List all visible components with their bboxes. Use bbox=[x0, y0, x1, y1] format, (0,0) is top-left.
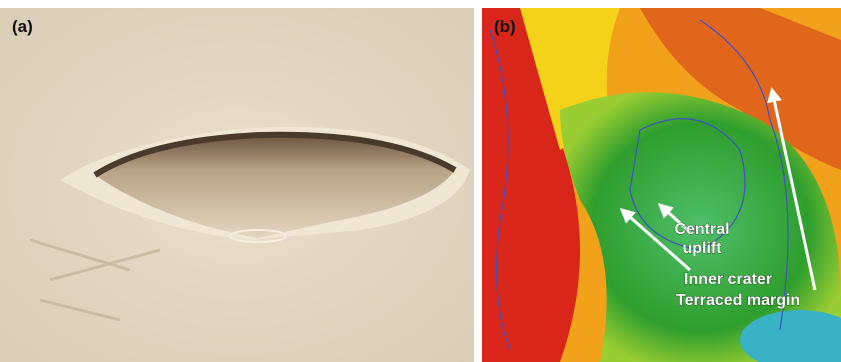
panel-label: (a) bbox=[12, 17, 33, 36]
panel-b: (b) Central uplift Inner crater Terraced… bbox=[482, 8, 841, 362]
figure: (a) (b) Central uplift Inner crater Terr… bbox=[0, 0, 841, 362]
annotation: Central bbox=[674, 221, 729, 238]
annotation: uplift bbox=[682, 240, 722, 257]
panel-label: (b) bbox=[494, 17, 516, 36]
annotation: Inner crater bbox=[684, 271, 772, 288]
annotation: Terraced margin bbox=[676, 292, 800, 309]
panel-a: (a) bbox=[0, 8, 474, 362]
